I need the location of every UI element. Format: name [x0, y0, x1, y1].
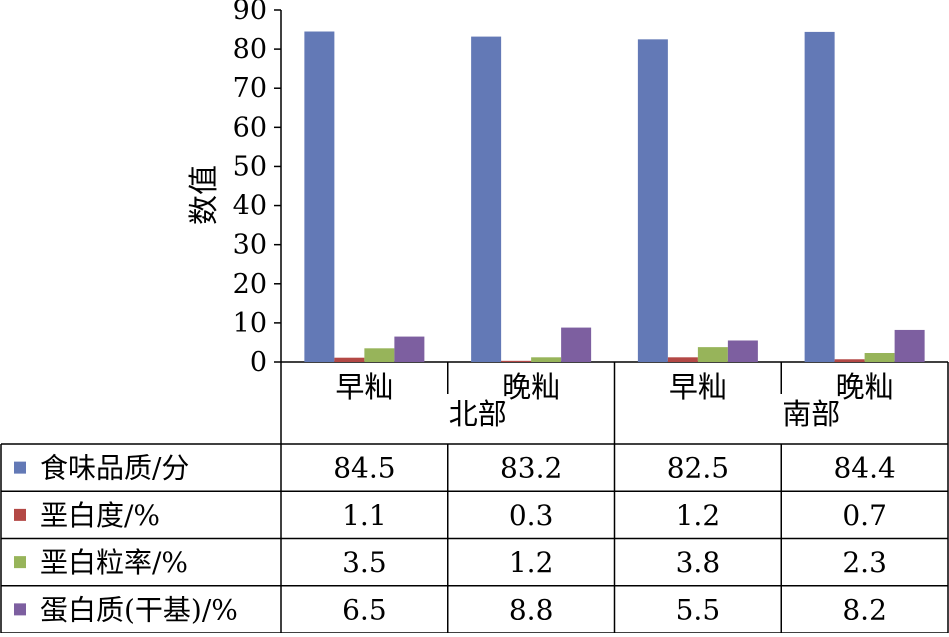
y-tick-label: 20 — [233, 269, 267, 300]
group-label: 南部 — [782, 397, 840, 431]
bar — [304, 31, 335, 363]
data-label: 0.3 — [509, 499, 554, 532]
data-label: 83.2 — [500, 452, 562, 485]
y-axis-label: 数值 — [187, 165, 222, 225]
data-label: 8.2 — [842, 593, 887, 626]
bar — [804, 31, 835, 362]
data-label: 3.8 — [676, 546, 721, 579]
data-label: 5.5 — [676, 593, 721, 626]
data-label: 6.5 — [342, 593, 387, 626]
legend-swatch — [14, 508, 26, 521]
category-label: 晚籼 — [502, 370, 560, 404]
legend-label: 食味品质/分 — [40, 452, 189, 485]
category-label: 晚籼 — [836, 370, 894, 404]
y-tick-label: 90 — [233, 0, 267, 26]
y-tick-label: 70 — [233, 73, 267, 104]
legend-label: 垩白粒率/% — [40, 546, 188, 579]
y-tick-label: 80 — [233, 34, 267, 65]
bar — [501, 360, 532, 362]
bar — [834, 359, 865, 362]
category-label: 早籼 — [335, 370, 393, 404]
y-tick-label: 0 — [250, 347, 267, 378]
bar — [667, 357, 698, 362]
legend-swatch — [14, 556, 26, 569]
legend-label: 垩白度/% — [40, 499, 160, 532]
data-label: 2.3 — [842, 546, 887, 579]
data-label: 3.5 — [342, 546, 387, 579]
y-tick-label: 30 — [233, 230, 267, 261]
data-label: 1.2 — [676, 499, 721, 532]
data-label: 1.2 — [509, 546, 554, 579]
bar — [894, 329, 925, 362]
axes: 0 10 20 30 40 50 60 70 80 90 — [233, 0, 948, 378]
y-tick-label: 40 — [233, 191, 267, 222]
bar — [727, 340, 758, 362]
y-tick-label: 50 — [233, 151, 267, 182]
bar — [364, 348, 395, 362]
bar — [531, 357, 562, 362]
category-label: 早籼 — [669, 370, 727, 404]
bar — [697, 347, 728, 362]
group-label: 北部 — [449, 397, 507, 431]
bar — [864, 353, 895, 362]
legend-swatch — [14, 603, 26, 616]
bar — [394, 336, 425, 362]
data-label: 84.5 — [333, 452, 395, 485]
legend-label: 蛋白质(干基)/% — [40, 593, 238, 626]
bar — [334, 357, 365, 362]
y-tick-label: 60 — [233, 112, 267, 143]
data-label: 0.7 — [842, 499, 887, 532]
data-label: 84.4 — [833, 452, 895, 485]
bar — [637, 39, 668, 362]
bar — [471, 36, 502, 363]
data-label: 8.8 — [509, 593, 554, 626]
bars — [304, 31, 925, 363]
data-label: 1.1 — [342, 499, 387, 532]
bar — [561, 327, 592, 362]
y-tick-label: 10 — [233, 308, 267, 339]
legend-swatch — [14, 461, 26, 474]
data-label: 82.5 — [667, 452, 729, 485]
